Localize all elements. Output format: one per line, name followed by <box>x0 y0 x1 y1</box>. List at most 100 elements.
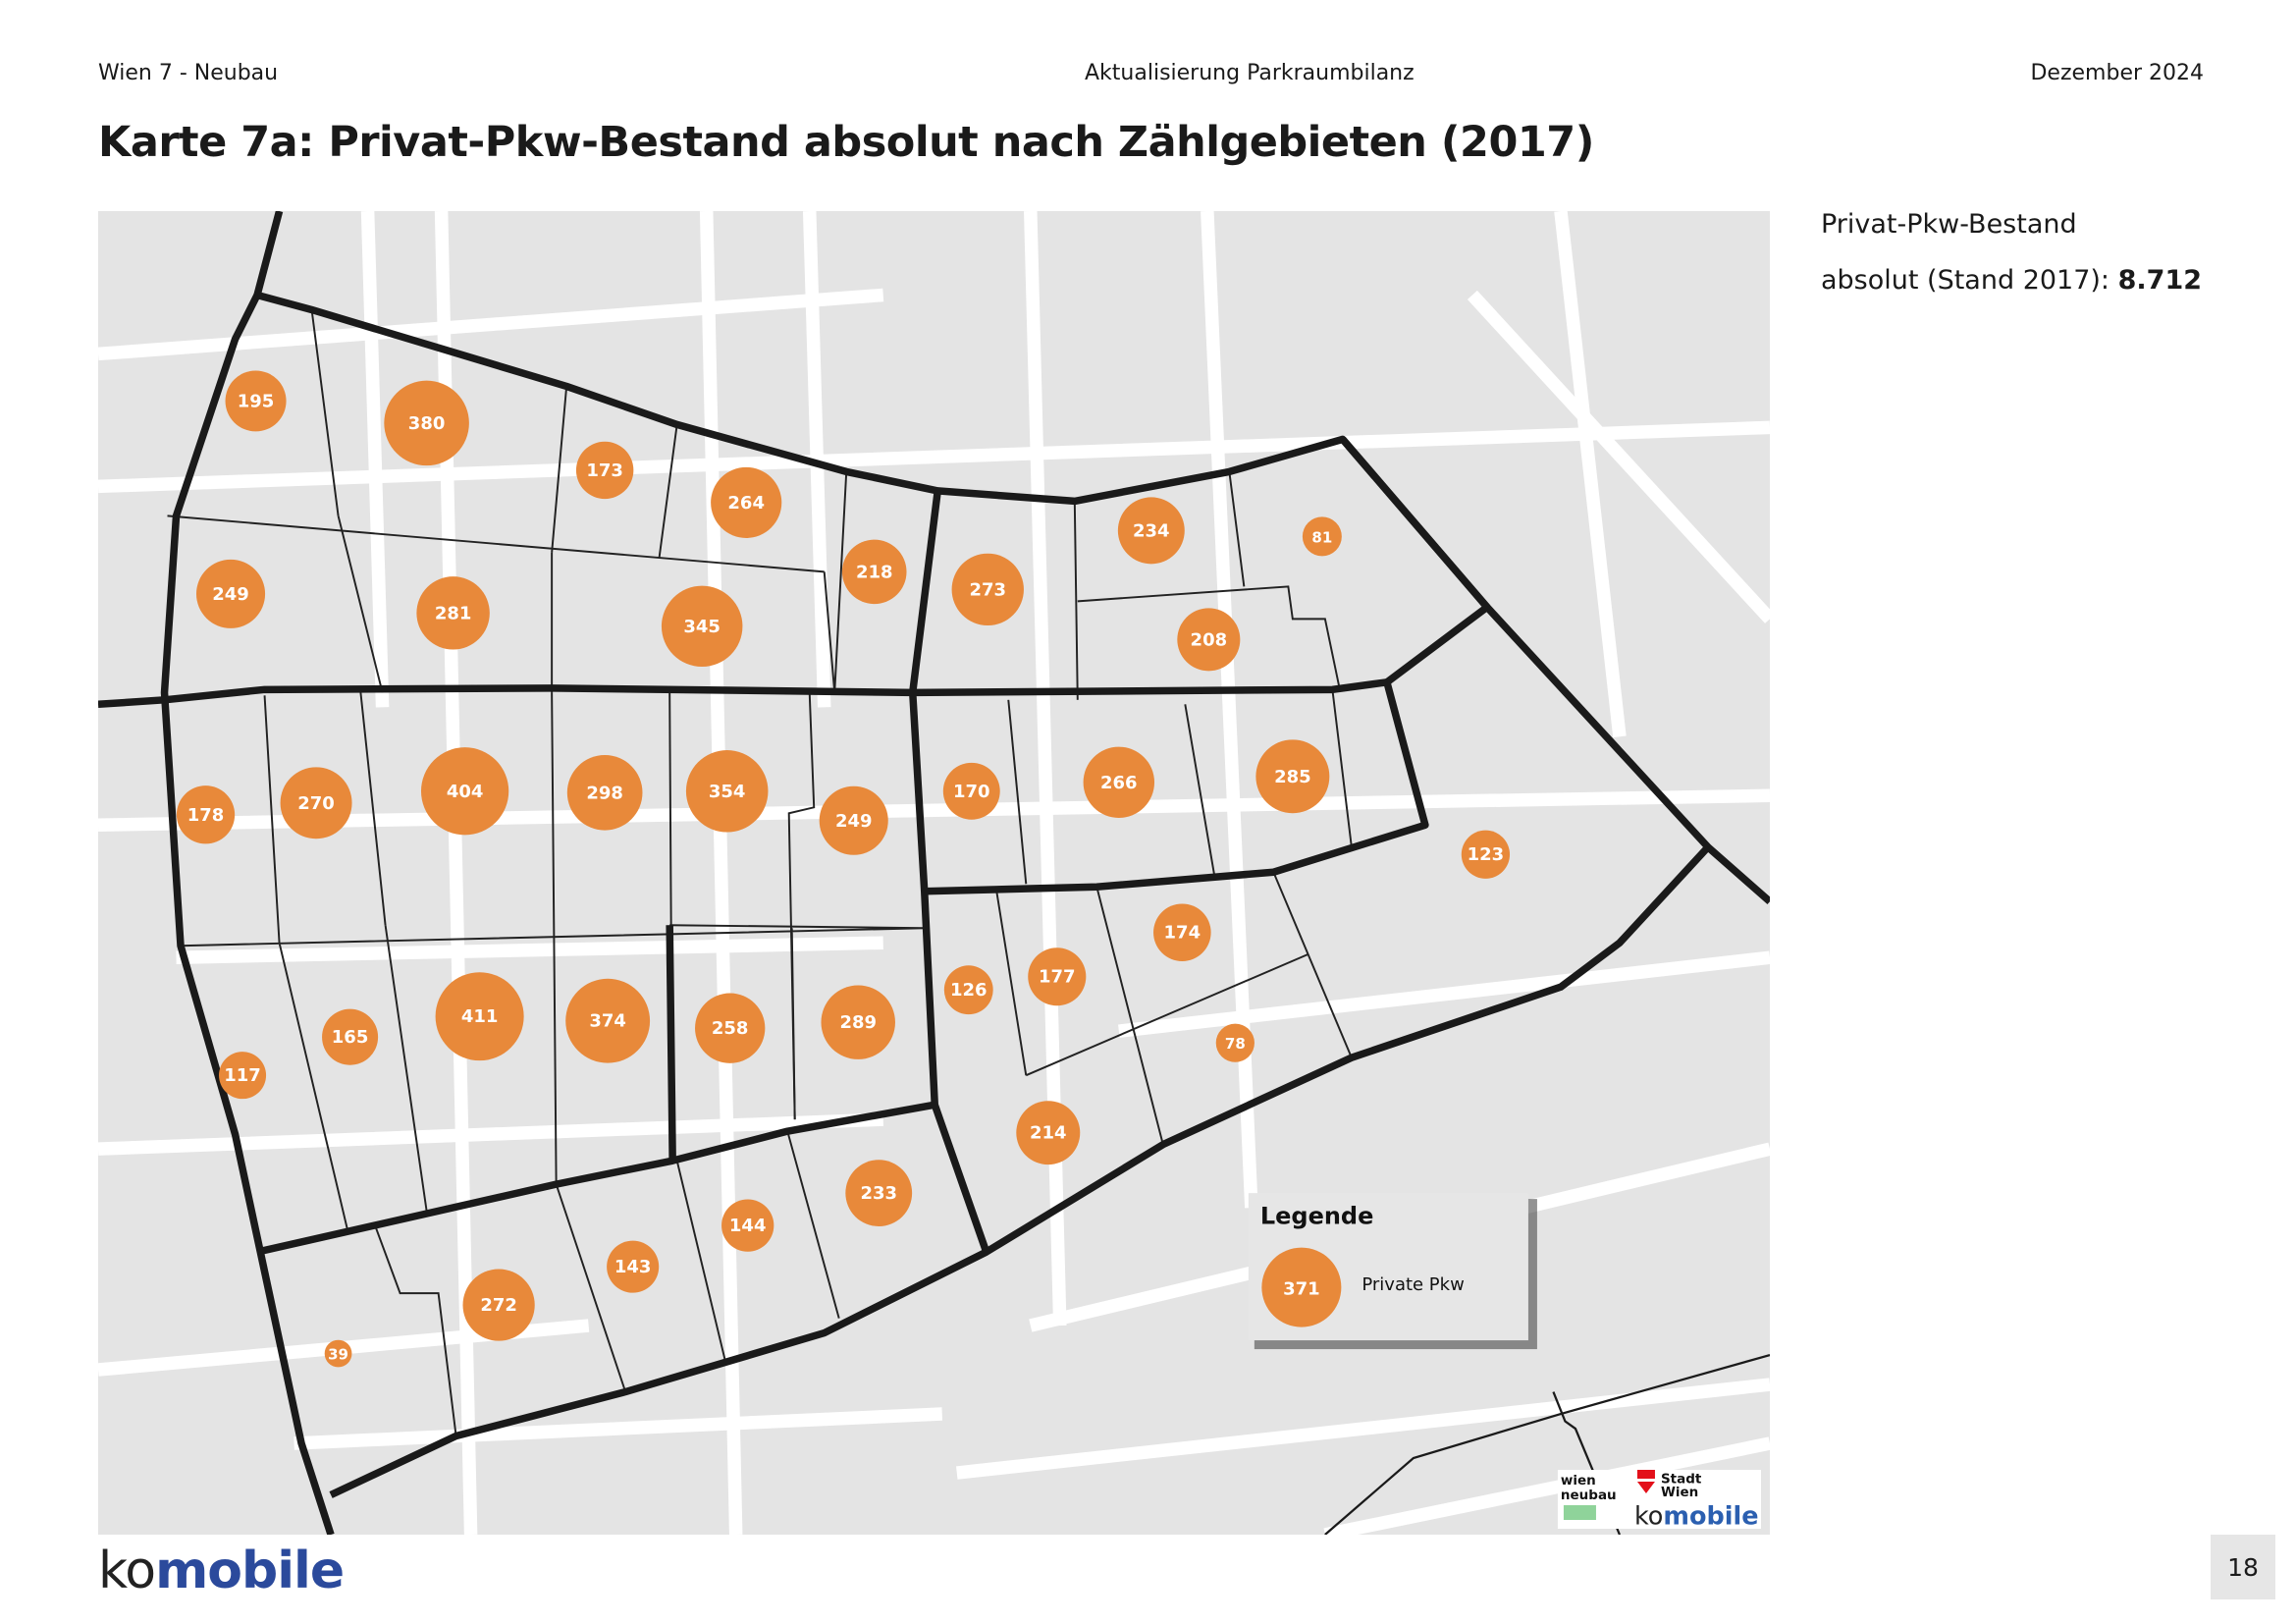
zone-value-label: 178 <box>187 805 225 826</box>
zone-value-label: 234 <box>1133 520 1170 541</box>
district-boundary <box>98 211 1770 1535</box>
logo-wien-neubau: wien neubau <box>1561 1473 1617 1503</box>
zone-bubble <box>845 1160 913 1226</box>
legend-sample-value: 371 <box>1283 1279 1320 1300</box>
header-report-title: Aktualisierung Parkraumbilanz <box>1085 61 1415 85</box>
zone-value-label: 233 <box>860 1183 897 1204</box>
logo-komobile-small: komobile <box>1634 1502 1759 1532</box>
zone-bubble <box>575 441 634 500</box>
zone-value-label: 249 <box>212 584 249 605</box>
logo-mobile: mobile <box>155 1542 345 1600</box>
zone-value-label: 380 <box>408 413 446 434</box>
logo-wien-neubau-squares <box>1563 1505 1596 1521</box>
zone-value-label: 143 <box>614 1257 652 1277</box>
zone-bubble <box>607 1240 660 1293</box>
zone-value-label: 272 <box>480 1295 517 1316</box>
zone-value-label: 126 <box>950 980 988 1001</box>
zone-bubble <box>416 576 490 650</box>
zone-bubble <box>951 553 1024 626</box>
total-prefix: absolut (Stand 2017): <box>1821 265 2118 296</box>
zone-bubble <box>324 1339 352 1368</box>
zone-bubble <box>322 1008 379 1065</box>
zone-lines <box>167 309 1353 1436</box>
zone-value-label: 374 <box>589 1011 626 1032</box>
zone-bubble <box>1215 1023 1255 1062</box>
page-title: Karte 7a: Privat-Pkw-Bestand absolut nac… <box>98 118 1594 167</box>
zone-bubble <box>695 993 766 1063</box>
zone-value-label: 218 <box>856 562 893 582</box>
zone-value-label: 345 <box>683 617 721 637</box>
zone-bubble <box>225 370 287 432</box>
zone-bubble <box>1117 497 1185 565</box>
zone-value-label: 81 <box>1311 528 1332 546</box>
zone-value-label: 144 <box>729 1216 767 1236</box>
zone-value-label: 123 <box>1468 844 1505 865</box>
zone-bubble <box>435 972 524 1061</box>
zone-bubble <box>1461 830 1511 879</box>
zone-value-label: 354 <box>709 782 746 802</box>
zone-value-label: 258 <box>712 1018 749 1039</box>
zone-bubble <box>841 539 907 605</box>
legend-sample-bubble <box>1261 1247 1342 1327</box>
zone-value-label: 177 <box>1039 967 1076 988</box>
zone-bubble <box>196 559 266 628</box>
zone-value-label: 249 <box>835 811 873 832</box>
komobile-logo: komobile <box>98 1542 345 1600</box>
zone-value-label: 273 <box>969 579 1006 600</box>
zone-bubble <box>1255 739 1330 814</box>
zone-value-label: 173 <box>586 460 623 481</box>
zone-value-label: 170 <box>953 782 990 802</box>
zone-value-label: 285 <box>1274 767 1311 787</box>
legend-label: Private Pkw <box>1362 1274 1464 1295</box>
zone-value-label: 165 <box>332 1027 369 1048</box>
zone-bubble <box>384 380 469 466</box>
zone-value-label: 411 <box>461 1006 499 1027</box>
partner-logos: wien neubau Stadt Wien komobile <box>1557 1470 1761 1532</box>
zone-value-label: 289 <box>839 1012 877 1033</box>
legend-title: Legende <box>1260 1203 1374 1230</box>
zone-bubble <box>661 585 743 668</box>
zone-bubble <box>1016 1101 1081 1165</box>
stadt-wien-shield-icon <box>1636 1470 1655 1494</box>
zone-bubble <box>219 1052 267 1100</box>
zone-value-label: 264 <box>727 493 765 514</box>
zone-value-label: 266 <box>1100 773 1138 793</box>
logo-ko: ko <box>98 1542 156 1600</box>
total-label: Privat-Pkw-Bestand <box>1821 209 2077 240</box>
legend-box: Legende 371 Private Pkw <box>1248 1193 1537 1350</box>
zone-value-label: 78 <box>1225 1035 1246 1053</box>
zone-bubble <box>420 747 509 836</box>
bubbles: 195 380 173 264 218 273 234 81 249 281 345 208 178 27… <box>176 370 1511 1368</box>
header-date: Dezember 2024 <box>2030 61 2204 85</box>
zone-bubble <box>566 754 643 831</box>
zone-value-label: 39 <box>328 1346 348 1364</box>
zone-value-label: 208 <box>1191 629 1228 650</box>
logo-stadt-wien: Stadt Wien <box>1661 1472 1702 1500</box>
page-number: 18 <box>2211 1535 2275 1599</box>
zone-bubble <box>821 985 895 1059</box>
zone-bubble <box>280 767 352 839</box>
zone-bubble <box>1028 947 1087 1006</box>
zone-bubble <box>943 965 993 1015</box>
zone-value-label: 195 <box>238 391 275 411</box>
zone-bubble <box>1302 516 1342 557</box>
zone-bubble <box>721 1199 774 1252</box>
zone-bubble <box>1153 903 1211 961</box>
zone-value-label: 404 <box>447 782 484 802</box>
zone-bubble <box>565 978 651 1063</box>
zone-bubble <box>685 750 769 833</box>
zone-value-label: 270 <box>297 793 335 814</box>
zone-bubble <box>942 762 1000 820</box>
zone-value-label: 214 <box>1030 1123 1067 1144</box>
zone-bubble <box>1083 746 1155 818</box>
header-district: Wien 7 - Neubau <box>98 61 279 85</box>
zone-bubble <box>176 785 236 844</box>
zone-value-label: 174 <box>1164 923 1201 944</box>
total-line: absolut (Stand 2017): 8.712 <box>1821 265 2202 296</box>
zone-bubble <box>711 466 782 538</box>
zone-value-label: 281 <box>435 603 472 623</box>
zone-bubble <box>819 785 888 855</box>
zone-bubble <box>462 1269 535 1341</box>
zone-value-label: 117 <box>224 1065 261 1086</box>
zone-value-label: 298 <box>586 783 623 803</box>
